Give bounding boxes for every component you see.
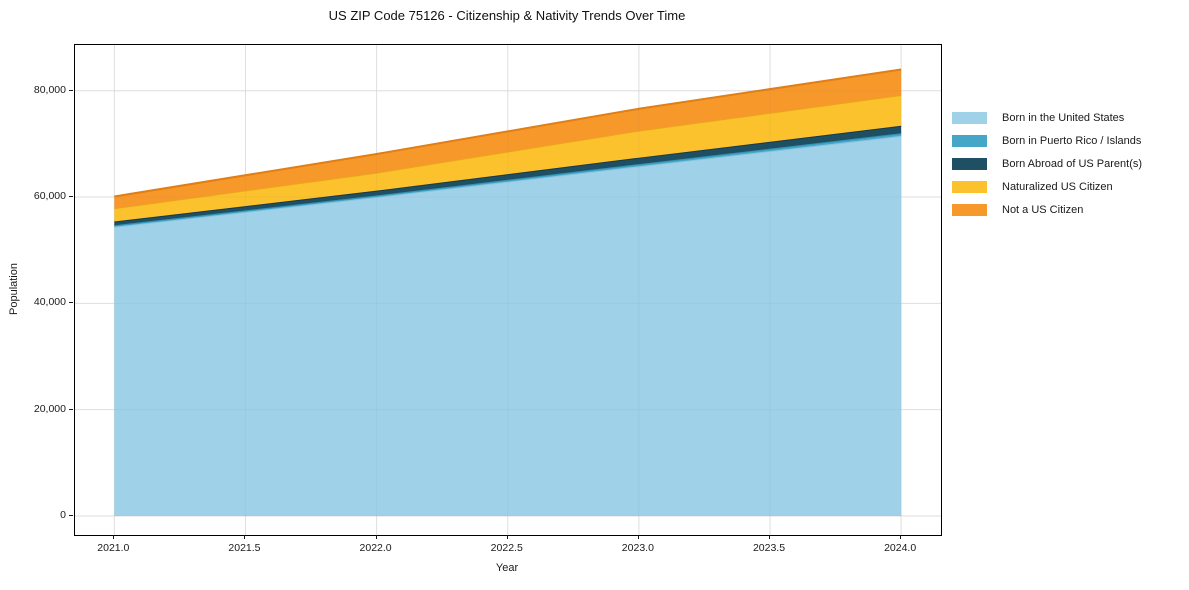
y-axis-label: Population [8, 263, 20, 315]
area-edge-series-4 [114, 68, 902, 198]
legend-label: Born Abroad of US Parent(s) [1002, 157, 1143, 170]
x-tick-mark [637, 535, 639, 539]
area-series-3 [114, 94, 902, 222]
chart-svg [75, 45, 941, 535]
y-tick-mark [69, 196, 73, 198]
x-tick-label: 2021.0 [97, 542, 130, 554]
x-tick-mark [113, 535, 115, 539]
y-tick-label: 0 [60, 508, 66, 521]
x-axis-label: Year [495, 562, 519, 574]
legend-swatch [952, 157, 987, 170]
x-tick-label: 2022.0 [359, 542, 392, 554]
y-tick-label: 60,000 [33, 190, 66, 203]
chart-title: US ZIP Code 75126 - Citizenship & Nativi… [328, 8, 686, 23]
y-tick-mark [69, 89, 73, 91]
legend-item: Naturalized US Citizen [952, 175, 1142, 198]
legend-label: Born in Puerto Rico / Islands [1002, 134, 1142, 147]
x-tick-mark [375, 535, 377, 539]
x-tick-mark [244, 535, 246, 539]
x-tick-mark [506, 535, 508, 539]
legend-item: Born in the United States [952, 106, 1142, 129]
x-tick-mark [900, 535, 902, 539]
y-tick-mark [69, 302, 73, 304]
y-tick-mark [69, 514, 73, 516]
legend-swatch [952, 134, 987, 147]
legend-item: Born Abroad of US Parent(s) [952, 152, 1142, 175]
y-tick-mark [69, 408, 73, 410]
y-tick-label: 80,000 [33, 83, 66, 96]
y-tick-label: 20,000 [33, 402, 66, 415]
legend-label: Born in the United States [1002, 111, 1125, 124]
legend-swatch [952, 203, 987, 216]
legend: Born in the United States Born in Puerto … [952, 106, 1142, 221]
legend-label: Naturalized US Citizen [1002, 180, 1113, 193]
legend-swatch [952, 111, 987, 124]
x-tick-label: 2023.5 [752, 542, 786, 554]
legend-swatch [952, 180, 987, 193]
plot-area [74, 44, 942, 536]
x-tick-label: 2023.0 [621, 542, 654, 554]
legend-label: Not a US Citizen [1002, 203, 1084, 216]
area-series-0 [114, 135, 902, 516]
y-tick-label: 40,000 [33, 296, 66, 309]
legend-item: Not a US Citizen [952, 198, 1142, 221]
x-tick-mark [769, 535, 770, 539]
x-tick-label: 2024.0 [884, 542, 917, 554]
x-tick-label: 2022.5 [490, 542, 523, 554]
x-tick-label: 2021.5 [228, 542, 261, 554]
area-edge-series-2 [114, 124, 902, 223]
area-series-4 [114, 69, 902, 209]
legend-item: Born in Puerto Rico / Islands [952, 129, 1142, 152]
